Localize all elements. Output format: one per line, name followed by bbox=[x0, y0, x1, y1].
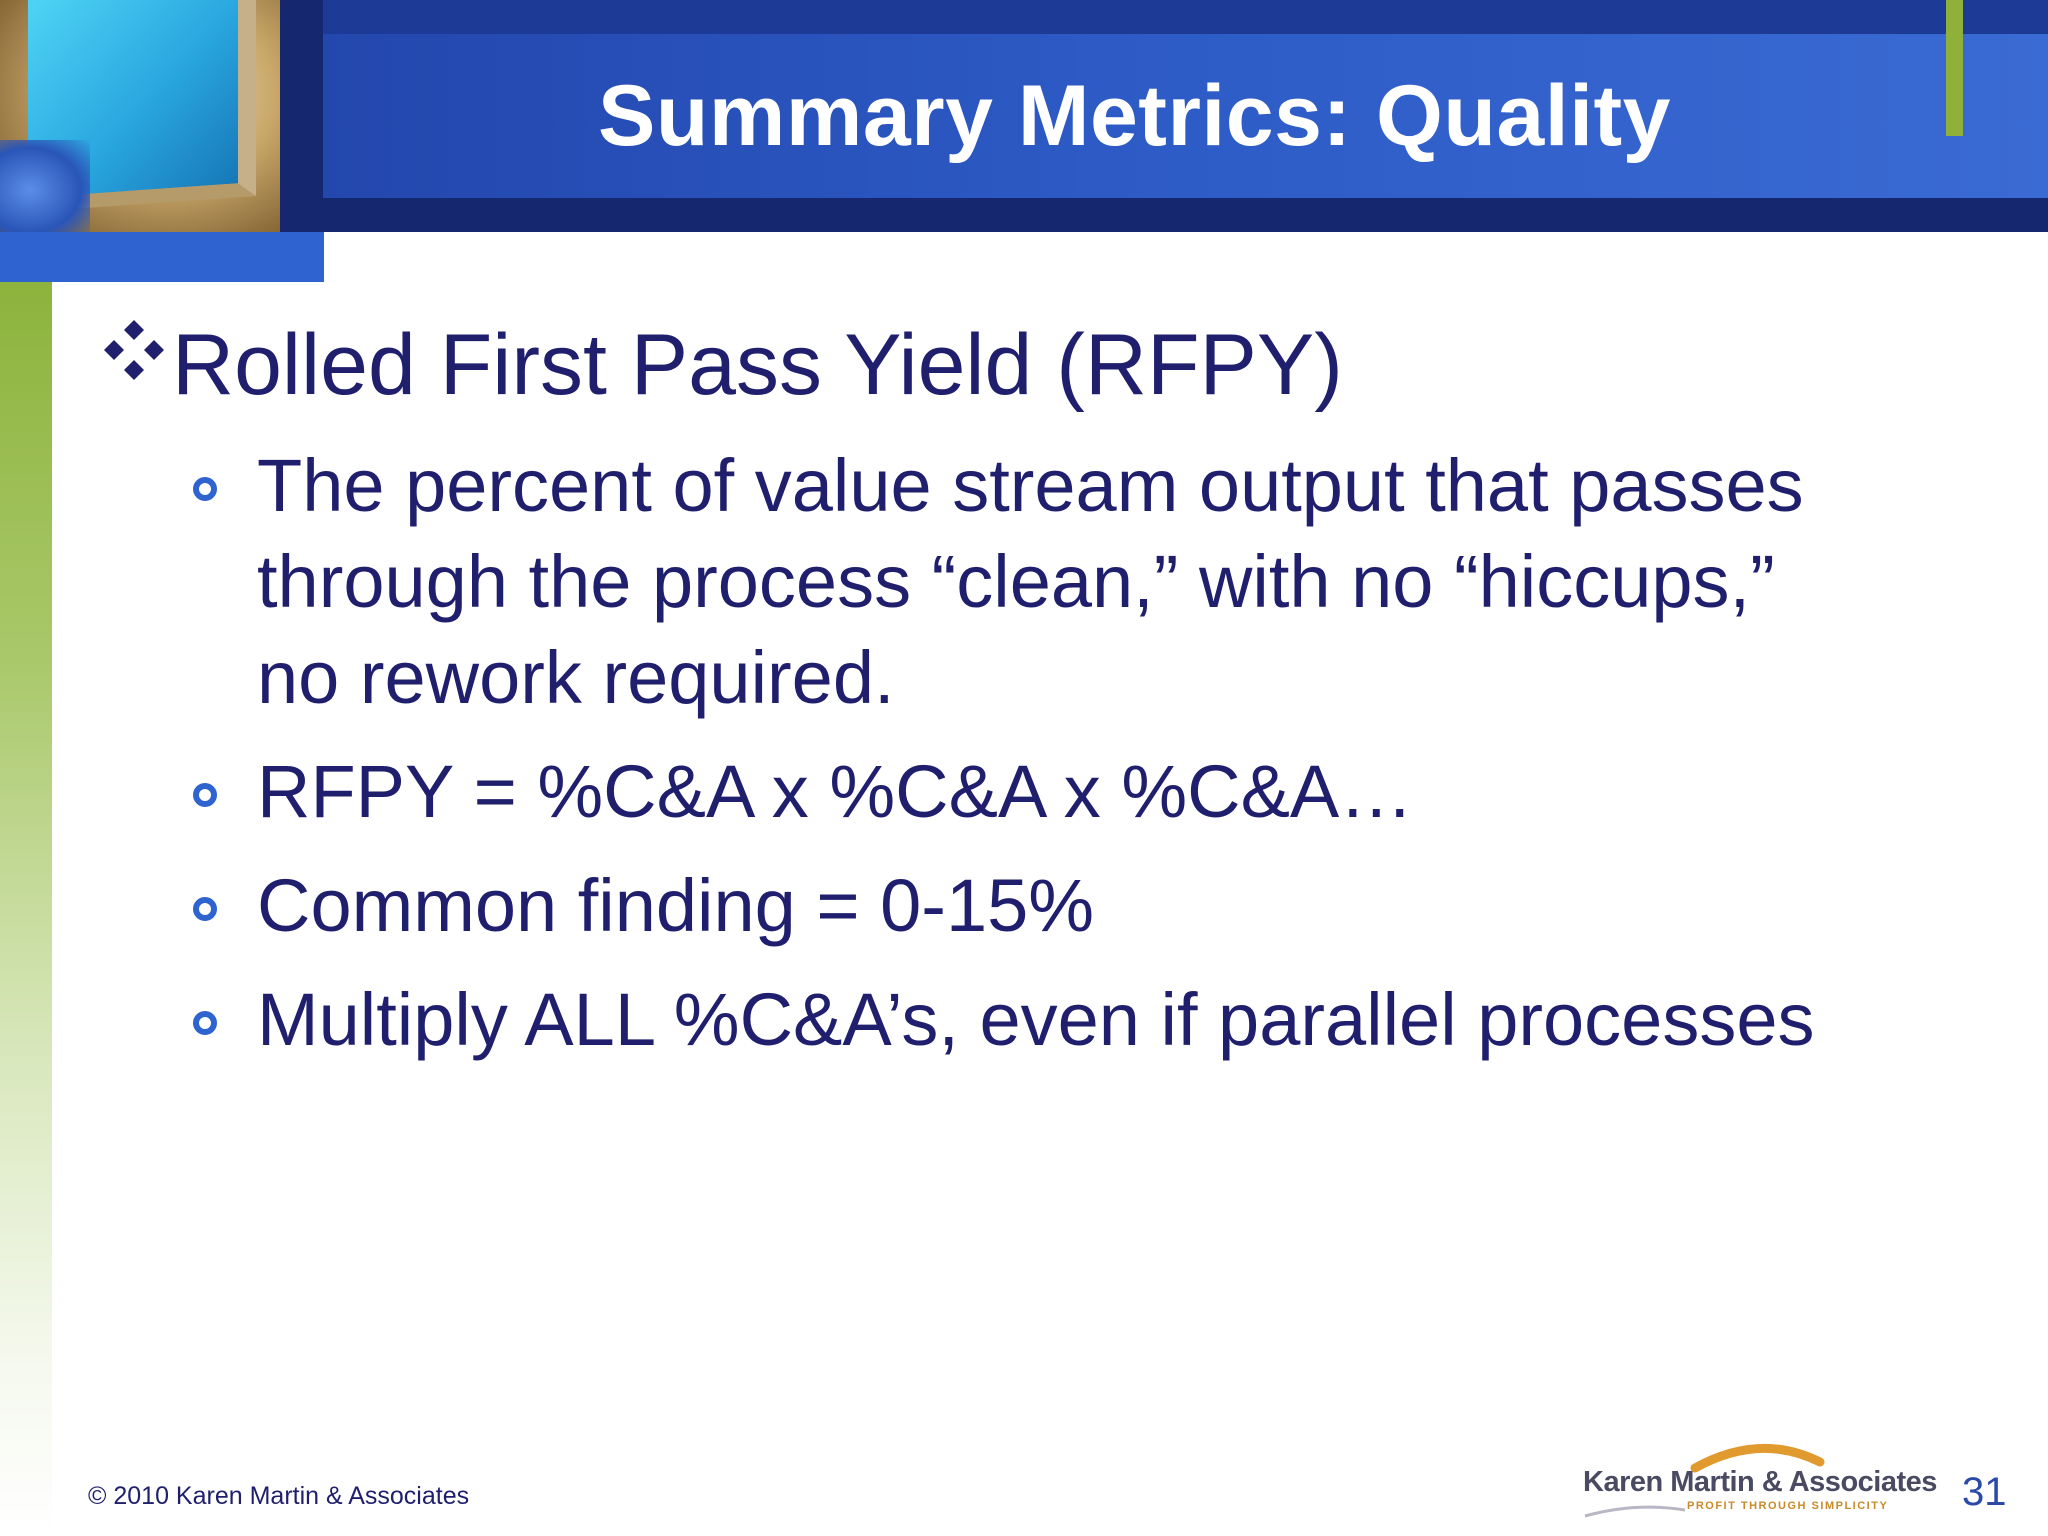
photo-glow bbox=[0, 140, 90, 232]
ring-bullet-icon bbox=[193, 783, 217, 807]
company-logo: Karen Martin & Associates PROFIT THROUGH… bbox=[1575, 1440, 1937, 1520]
header-title-bar bbox=[323, 34, 2048, 198]
four-diamond-bullet-icon bbox=[96, 312, 172, 388]
sub-bullet-line: Multiply ALL %C&A’s, even if parallel pr… bbox=[257, 978, 1815, 1061]
computer-monitor-photo bbox=[0, 0, 280, 232]
ring-bullet-icon bbox=[193, 897, 217, 921]
sub-bullet-list: The percent of value stream output that … bbox=[190, 438, 1990, 1086]
page-number: 31 bbox=[1962, 1470, 2007, 1514]
sub-bullet-line: Common finding = 0-15% bbox=[257, 864, 1095, 947]
logo-arc-icon bbox=[1584, 1443, 1825, 1518]
main-bullet: Rolled First Pass Yield (RFPY) bbox=[96, 312, 1343, 410]
header-blue-tab bbox=[0, 232, 324, 282]
sub-bullet-line: RFPY = %C&A x %C&A x %C&A… bbox=[257, 750, 1414, 833]
slide-title: Summary Metrics: Quality bbox=[597, 67, 1672, 164]
sub-bullet-item: RFPY = %C&A x %C&A x %C&A… bbox=[190, 744, 1990, 840]
green-accent-bar bbox=[1946, 0, 1963, 136]
left-gradient-sidebar bbox=[0, 282, 52, 1536]
header-bottom-stripe bbox=[323, 198, 2048, 232]
ring-bullet-icon bbox=[193, 477, 217, 501]
ring-bullet-icon bbox=[193, 1011, 217, 1035]
sub-bullet-line: no rework required. bbox=[257, 636, 895, 719]
sub-bullet-item: Multiply ALL %C&A’s, even if parallel pr… bbox=[190, 972, 1990, 1068]
sub-bullet-line: through the process “clean,” with no “hi… bbox=[257, 540, 1775, 623]
sub-bullet-line: The percent of value stream output that … bbox=[257, 444, 1804, 527]
main-bullet-text: Rolled First Pass Yield (RFPY) bbox=[172, 317, 1343, 413]
sub-bullet-item: Common finding = 0-15% bbox=[190, 858, 1990, 954]
header-divider bbox=[280, 0, 323, 232]
logo-tagline: PROFIT THROUGH SIMPLICITY bbox=[1687, 1500, 1889, 1512]
sub-bullet-item: The percent of value stream output that … bbox=[190, 438, 1990, 726]
header-top-stripe bbox=[323, 0, 2048, 34]
logo-name: Karen Martin & Associates bbox=[1583, 1466, 1937, 1498]
copyright: © 2010 Karen Martin & Associates bbox=[88, 1482, 470, 1510]
